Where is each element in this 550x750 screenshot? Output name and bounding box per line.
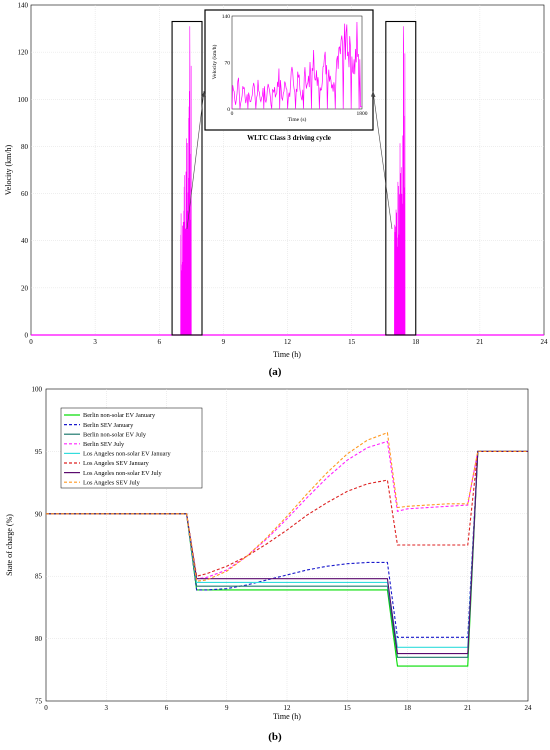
y-tick-label: 40 — [21, 237, 29, 245]
series-line — [46, 450, 528, 648]
legend-label: Berlin non-solar EV July — [83, 431, 147, 438]
trip-highlight-box — [385, 20, 417, 336]
x-tick-label: 12 — [284, 704, 292, 712]
legend-label: Berlin SEV January — [83, 422, 134, 429]
inset-ticks: 0 1800 0 70 140 — [222, 14, 368, 117]
soc-chart: 0 3 6 9 12 15 18 21 24 75 80 85 90 95 100 Berlin non-… — [5, 386, 532, 744]
inset-y-tick: 140 — [222, 14, 231, 20]
x-tick-label: 21 — [464, 704, 472, 712]
panel-label-a: (a) — [269, 366, 282, 378]
velocity-trace — [180, 26, 192, 336]
x-tick-label: 6 — [165, 704, 169, 712]
y-tick-label: 80 — [21, 143, 29, 151]
inset-plot-area — [231, 15, 363, 110]
x-ticks-b: 0 3 6 9 12 15 18 21 24 — [44, 704, 532, 712]
series-line — [46, 450, 528, 577]
connector-left — [186, 90, 205, 230]
inset-x-label: Time (s) — [288, 116, 307, 123]
trip-highlight-boxes — [171, 20, 417, 336]
x-tick-label: 21 — [476, 338, 484, 346]
velocity-trace — [394, 26, 406, 336]
y-ticks-b: 75 80 85 90 95 100 — [32, 386, 43, 706]
inset-y-tick: 70 — [225, 61, 231, 67]
series-line — [46, 431, 528, 582]
legend: Berlin non-solar EV January Berlin SEV Ja… — [60, 407, 203, 489]
velocity-traces — [31, 26, 544, 336]
series-line — [46, 450, 528, 638]
y-tick-label: 75 — [35, 698, 43, 706]
connector-right — [372, 90, 393, 230]
inset-caption: WLTC Class 3 driving cycle — [247, 134, 331, 142]
x-tick-label: 18 — [412, 338, 420, 346]
x-tick-label: 6 — [158, 338, 162, 346]
legend-label: Berlin SEV July — [83, 441, 125, 448]
series-line — [46, 440, 528, 580]
legend-label: Berlin non-solar EV January — [83, 412, 156, 419]
y-axis-label-b: State of charge (%) — [5, 514, 14, 576]
panel-label-b: (b) — [268, 731, 282, 743]
legend-label: Los Angeles SEV July — [83, 479, 141, 486]
x-tick-label: 3 — [105, 704, 109, 712]
y-ticks-a: 0 20 40 60 80 100 120 140 — [18, 2, 29, 340]
x-ticks-a: 0 3 6 9 12 15 18 21 24 — [29, 338, 548, 346]
y-tick-label: 95 — [35, 448, 43, 456]
legend-label: Los Angeles non-solar EV January — [83, 451, 172, 458]
inset-y-tick: 0 — [227, 107, 230, 113]
y-tick-label: 140 — [18, 2, 29, 10]
connector-right-arrowhead — [371, 91, 376, 97]
legend-label: Los Angeles SEV January — [83, 460, 150, 467]
x-tick-label: 9 — [222, 338, 226, 346]
x-axis-label-b: Time (h) — [273, 712, 301, 721]
x-tick-label: 18 — [404, 704, 412, 712]
trip-highlight-box — [171, 20, 203, 336]
x-tick-label: 0 — [44, 704, 48, 712]
legend-box — [60, 407, 203, 489]
y-tick-label: 100 — [32, 386, 43, 394]
x-tick-label: 15 — [344, 704, 352, 712]
inset-wltc: 0 1800 0 70 140 Time (s) Velocity (km/h) WLT… — [204, 9, 374, 142]
y-tick-label: 0 — [25, 332, 29, 340]
x-tick-label: 15 — [348, 338, 356, 346]
y-tick-label: 90 — [35, 510, 43, 518]
y-tick-label: 20 — [21, 284, 29, 292]
y-tick-label: 60 — [21, 190, 29, 198]
y-tick-label: 80 — [35, 635, 43, 643]
y-axis-label-a: Velocity (km/h) — [4, 144, 13, 195]
x-tick-label: 24 — [541, 338, 549, 346]
velocity-chart: 0 3 6 9 12 15 18 21 24 0 20 40 60 80 100 120 140 Time (… — [4, 2, 548, 379]
y-tick-label: 120 — [18, 49, 29, 57]
x-axis-label-a: Time (h) — [273, 350, 301, 359]
x-tick-label: 12 — [284, 338, 292, 346]
inset-x-tick: 1800 — [357, 111, 368, 117]
x-tick-label: 9 — [225, 704, 229, 712]
y-tick-label: 85 — [35, 573, 43, 581]
inset-velocity-line — [231, 21, 363, 110]
legend-label: Los Angeles non-solar EV July — [83, 470, 162, 477]
inset-velocity-trace — [231, 21, 363, 110]
x-tick-label: 0 — [29, 338, 33, 346]
soc-series — [46, 431, 528, 667]
series-line — [46, 450, 528, 658]
y-tick-label: 100 — [18, 96, 29, 104]
connector-left-arrowhead — [201, 91, 206, 97]
x-tick-label: 24 — [525, 704, 533, 712]
inset-x-tick: 0 — [231, 111, 234, 117]
x-tick-label: 3 — [93, 338, 97, 346]
inset-y-label: Velocity (km/h) — [211, 45, 218, 80]
